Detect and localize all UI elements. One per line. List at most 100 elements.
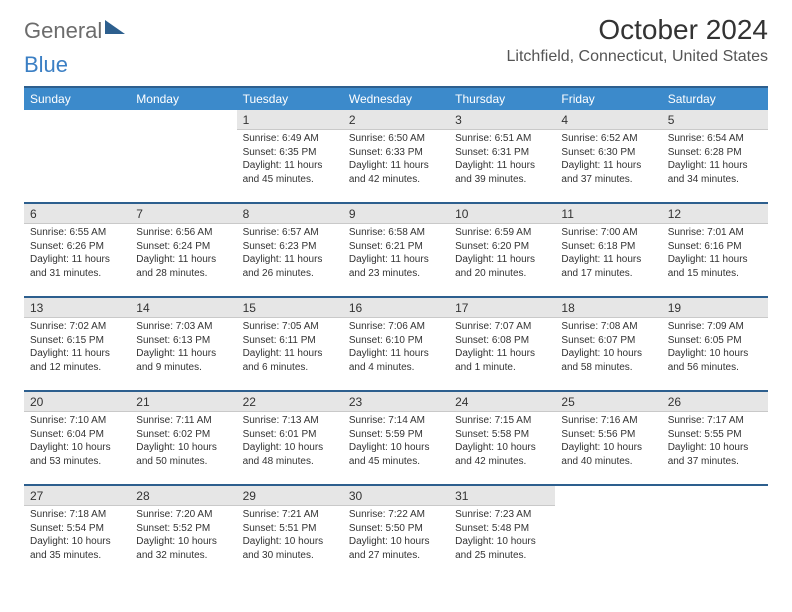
day-detail-cell [555,506,661,578]
brand-logo: General [24,18,127,44]
day-number-cell: 30 [343,486,449,506]
sunset-text: Sunset: 6:08 PM [455,334,549,348]
sunrise-text: Sunrise: 7:07 AM [455,320,549,334]
day-detail-cell: Sunrise: 7:18 AMSunset: 5:54 PMDaylight:… [24,506,130,578]
day-number-cell [662,486,768,506]
sunset-text: Sunset: 6:02 PM [136,428,230,442]
day-detail-cell: Sunrise: 6:55 AMSunset: 6:26 PMDaylight:… [24,224,130,296]
day-number-cell: 31 [449,486,555,506]
sunrise-text: Sunrise: 6:58 AM [349,226,443,240]
sunrise-text: Sunrise: 7:00 AM [561,226,655,240]
day-number-row: 20212223242526 [24,392,768,412]
day-number-cell: 29 [237,486,343,506]
day-number-cell [555,486,661,506]
daylight-text: Daylight: 10 hours and 30 minutes. [243,535,337,562]
weekday-header: Thursday [449,88,555,110]
daylight-text: Daylight: 11 hours and 34 minutes. [668,159,762,186]
day-number: 2 [343,110,449,129]
day-number-cell: 2 [343,110,449,130]
day-number: 20 [24,392,130,411]
sunrise-text: Sunrise: 7:08 AM [561,320,655,334]
daylight-text: Daylight: 10 hours and 40 minutes. [561,441,655,468]
calendar-week: 6789101112Sunrise: 6:55 AMSunset: 6:26 P… [24,204,768,298]
day-number: 27 [24,486,130,505]
daylight-text: Daylight: 11 hours and 4 minutes. [349,347,443,374]
day-detail-cell: Sunrise: 6:49 AMSunset: 6:35 PMDaylight:… [237,130,343,202]
day-detail-cell: Sunrise: 7:05 AMSunset: 6:11 PMDaylight:… [237,318,343,390]
sunset-text: Sunset: 5:50 PM [349,522,443,536]
day-number: 8 [237,204,343,223]
sunrise-text: Sunrise: 7:14 AM [349,414,443,428]
sunrise-text: Sunrise: 6:51 AM [455,132,549,146]
day-number: 1 [237,110,343,129]
daylight-text: Daylight: 11 hours and 17 minutes. [561,253,655,280]
sunset-text: Sunset: 6:21 PM [349,240,443,254]
day-number: 29 [237,486,343,505]
brand-part2: Blue [24,52,68,77]
day-number-cell: 20 [24,392,130,412]
sunset-text: Sunset: 6:10 PM [349,334,443,348]
day-detail-cell: Sunrise: 6:50 AMSunset: 6:33 PMDaylight:… [343,130,449,202]
daylight-text: Daylight: 11 hours and 20 minutes. [455,253,549,280]
day-detail-cell: Sunrise: 6:59 AMSunset: 6:20 PMDaylight:… [449,224,555,296]
day-number: 22 [237,392,343,411]
day-number-cell: 5 [662,110,768,130]
day-detail-cell: Sunrise: 7:14 AMSunset: 5:59 PMDaylight:… [343,412,449,484]
sunrise-text: Sunrise: 6:52 AM [561,132,655,146]
day-number-cell: 1 [237,110,343,130]
day-detail-cell: Sunrise: 7:10 AMSunset: 6:04 PMDaylight:… [24,412,130,484]
day-detail-cell: Sunrise: 7:06 AMSunset: 6:10 PMDaylight:… [343,318,449,390]
day-number-cell: 6 [24,204,130,224]
calendar-week: 20212223242526Sunrise: 7:10 AMSunset: 6:… [24,392,768,486]
calendar-week: 12345 Sunrise: 6:49 AMSunset: 6:35 PMDayl… [24,110,768,204]
weekday-header: Saturday [662,88,768,110]
sunrise-text: Sunrise: 7:21 AM [243,508,337,522]
sunset-text: Sunset: 6:26 PM [30,240,124,254]
sunrise-text: Sunrise: 6:57 AM [243,226,337,240]
day-number: 21 [130,392,236,411]
day-detail-cell: Sunrise: 7:13 AMSunset: 6:01 PMDaylight:… [237,412,343,484]
day-number-cell: 10 [449,204,555,224]
day-number-cell: 4 [555,110,661,130]
day-number-cell: 15 [237,298,343,318]
day-number: 3 [449,110,555,129]
day-number: 30 [343,486,449,505]
day-number: 5 [662,110,768,129]
day-number-cell: 25 [555,392,661,412]
sunset-text: Sunset: 6:24 PM [136,240,230,254]
day-detail-cell: Sunrise: 7:01 AMSunset: 6:16 PMDaylight:… [662,224,768,296]
day-number: 25 [555,392,661,411]
sunset-text: Sunset: 5:58 PM [455,428,549,442]
day-detail-cell: Sunrise: 6:57 AMSunset: 6:23 PMDaylight:… [237,224,343,296]
sunrise-text: Sunrise: 7:22 AM [349,508,443,522]
daylight-text: Daylight: 11 hours and 15 minutes. [668,253,762,280]
daylight-text: Daylight: 10 hours and 56 minutes. [668,347,762,374]
sunset-text: Sunset: 5:59 PM [349,428,443,442]
daylight-text: Daylight: 11 hours and 9 minutes. [136,347,230,374]
sunset-text: Sunset: 6:35 PM [243,146,337,160]
sunrise-text: Sunrise: 6:55 AM [30,226,124,240]
day-detail-cell: Sunrise: 7:02 AMSunset: 6:15 PMDaylight:… [24,318,130,390]
sunset-text: Sunset: 6:33 PM [349,146,443,160]
day-number-cell: 14 [130,298,236,318]
sunset-text: Sunset: 6:11 PM [243,334,337,348]
weekday-header: Monday [130,88,236,110]
day-number: 17 [449,298,555,317]
sunrise-text: Sunrise: 6:56 AM [136,226,230,240]
daylight-text: Daylight: 10 hours and 42 minutes. [455,441,549,468]
calendar-grid: SundayMondayTuesdayWednesdayThursdayFrid… [24,86,768,578]
calendar-page: General October 2024 Litchfield, Connect… [0,0,792,592]
weekday-header: Friday [555,88,661,110]
day-number-cell: 8 [237,204,343,224]
day-number: 6 [24,204,130,223]
sunset-text: Sunset: 6:23 PM [243,240,337,254]
sunrise-text: Sunrise: 7:09 AM [668,320,762,334]
day-number-cell: 23 [343,392,449,412]
day-number-cell: 22 [237,392,343,412]
location: Litchfield, Connecticut, United States [507,48,768,66]
daylight-text: Daylight: 10 hours and 35 minutes. [30,535,124,562]
sunrise-text: Sunrise: 7:17 AM [668,414,762,428]
daylight-text: Daylight: 11 hours and 42 minutes. [349,159,443,186]
brand-triangle-icon [105,18,125,39]
day-number: 28 [130,486,236,505]
